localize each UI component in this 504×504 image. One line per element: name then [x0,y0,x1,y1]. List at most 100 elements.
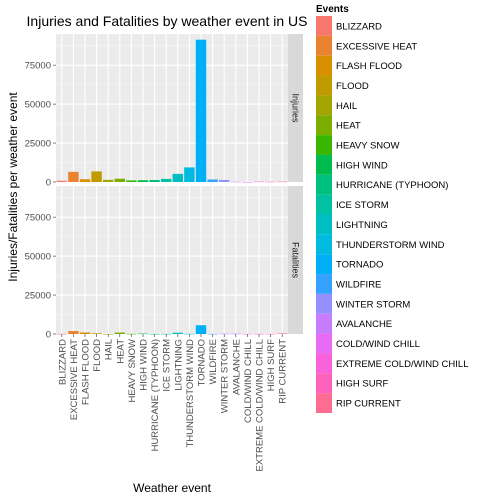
x-axis: BLIZZARD EXCESSIVE HEAT FLASH FLOOD FLOOD HA… [57,334,289,472]
y-tick-label: 25000 [25,291,51,302]
bar-injuries-17 [242,181,253,183]
legend-key [316,274,332,294]
chart-title: Injuries and Fatalities by weather event… [27,13,308,29]
legend-key [316,16,332,36]
legend-key [316,75,332,96]
facet-strip-label: Fatalities [291,242,301,279]
bar-injuries-8 [137,180,149,182]
legend-entry-label: EXCESSIVE HEAT [336,41,417,52]
bar-fatalities-11 [172,332,184,334]
legend-key [316,254,332,275]
x-tick-label: BLIZZARD [57,339,68,385]
legend-entry-label: FLOOD [336,81,369,92]
legend-entry-label: LIGHTNING [336,220,388,231]
bar-fatalities-3 [79,332,91,334]
legend-entry-label: HIGH WIND [336,160,388,171]
y-tick-label: 75000 [25,213,51,224]
legend-entry-label: THUNDERSTORM WIND [336,240,445,251]
facet-strip [288,186,303,334]
legend-entry-label: COLD/WIND CHILL [336,339,420,350]
facet-panels: 0 25000 50000 75000 Injuries 0 25000 50000 75000… [25,34,303,341]
panel-fatalities: 0 25000 50000 75000 Fatalities [25,186,303,341]
bar-injuries-13 [195,39,207,182]
bar-injuries-18 [253,181,265,183]
legend-key [316,234,332,255]
legend-key [316,214,332,235]
facet-strip [288,34,303,182]
bar-injuries-4 [91,171,102,182]
legend-key [316,174,332,195]
bar-injuries-5 [102,179,114,182]
legend-key [316,35,332,56]
legend-key [316,293,332,314]
bar-fatalities-13 [195,325,207,334]
bar-fatalities-8 [137,333,149,335]
legend-entry-label: HIGH SURF [336,379,388,390]
legend-entry-label: TORNADO [336,260,383,271]
legend-key [316,55,332,76]
panel-background [56,186,288,334]
x-tick-label: WILDFIRE [208,339,219,384]
x-tick-label: FLOOD [92,339,103,372]
y-tick-label: 0 [46,178,51,189]
bar-injuries-2 [68,171,79,182]
bar-injuries-15 [218,179,230,182]
x-tick-label: HIGH SURF [266,339,277,391]
bar-fatalities-16 [230,333,242,335]
legend-entry-label: HAIL [336,101,357,112]
y-tick-label: 50000 [25,252,51,263]
x-tick-label: ICE STORM [162,339,173,392]
bar-fatalities-2 [68,331,79,334]
bar-injuries-6 [114,178,126,182]
legend-entry-label: WILDFIRE [336,279,381,290]
panel-injuries: 0 25000 50000 75000 Injuries [25,34,303,189]
bar-fatalities-4 [91,333,102,334]
bar-injuries-14 [207,179,218,182]
legend-entry-label: RIP CURRENT [336,399,401,410]
legend-key [316,313,332,334]
x-tick-label: HEAT [115,339,126,364]
panel-background [56,34,288,182]
legend-entry-label: HEAVY SNOW [336,141,400,152]
bar-injuries-16 [230,181,242,183]
legend-key [316,115,332,136]
x-tick-label: HEAVY SNOW [127,339,138,403]
bar-injuries-11 [172,173,184,182]
bar-fatalities-6 [114,332,126,334]
x-tick-label: FLASH FLOOD [81,339,92,405]
legend-entry-label: ICE STORM [336,200,389,211]
bar-injuries-12 [184,167,195,182]
bar-injuries-10 [160,178,172,182]
x-tick-label: EXTREME COLD/WIND CHILL [255,339,266,472]
bar-injuries-1 [56,180,68,182]
y-tick-label: 50000 [25,100,51,111]
bar-fatalities-20 [276,333,288,334]
x-tick-label: HIGH WIND [139,339,150,391]
legend-entry-label: AVALANCHE [336,319,392,330]
legend-key [316,135,332,155]
x-tick-label: RIP CURRENT [278,339,289,404]
x-tick-label: COLD/WIND CHILL [243,339,254,423]
y-tick-label: 0 [46,330,51,341]
legend-entry-label: WINTER STORM [336,299,410,310]
y-tick-label: 25000 [25,139,51,150]
legend-title: Events [316,4,349,15]
facet-strip-label: Injuries [291,93,301,123]
bar-fatalities-15 [218,333,230,335]
x-tick-label: WINTER STORM [220,339,231,413]
legend-key [316,353,332,374]
y-tick-label: 75000 [25,61,51,72]
legend-key [316,95,332,116]
legend-entry-label: HEAT [336,121,361,132]
legend-key [316,393,332,413]
x-tick-label: LIGHTNING [173,339,184,391]
y-axis-label: Injuries/Fatalities per weather event [6,92,20,282]
legend-key [316,333,332,354]
bar-injuries-3 [79,179,91,182]
legend-entry-label: HURRICANE (TYPHOON) [336,180,448,191]
x-tick-label: TORNADO [197,339,208,386]
x-tick-label: AVALANCHE [231,339,242,395]
legend-key [316,373,332,394]
legend: Events BLIZZARD EXCESSIVE HEAT FLASH FLOOD… [316,4,469,413]
bar-injuries-19 [265,181,276,183]
